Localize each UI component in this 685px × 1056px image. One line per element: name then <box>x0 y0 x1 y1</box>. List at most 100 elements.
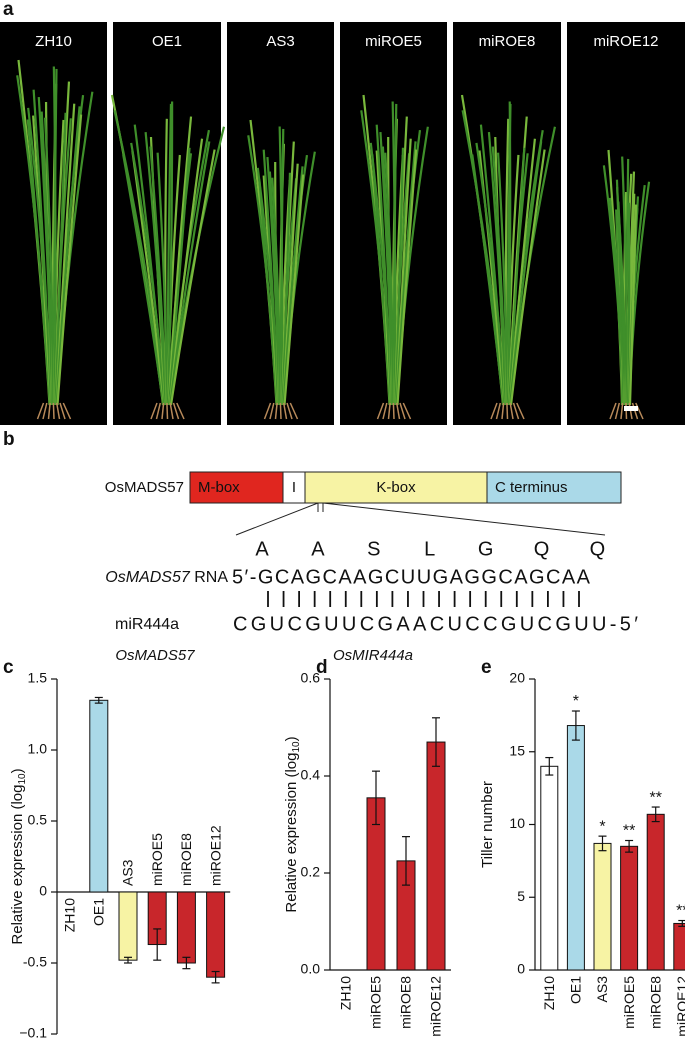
y-tick-label: 0.4 <box>301 767 321 783</box>
panel-label: c <box>3 657 14 678</box>
root <box>392 402 395 420</box>
bar <box>540 765 559 971</box>
photo: miROE8 <box>453 22 561 425</box>
y-tick-label: −0.1 <box>19 1025 47 1041</box>
y-axis-label: Relative expression (log10) <box>283 736 302 912</box>
leaf <box>169 149 216 406</box>
panel-label: e <box>481 657 492 678</box>
y-axis-label-part: 10 <box>17 773 28 785</box>
leaf <box>52 66 57 406</box>
photo-label: miROE12 <box>593 33 658 50</box>
amino-acid: A <box>255 538 269 560</box>
root <box>382 402 388 420</box>
root <box>169 402 174 420</box>
leaf <box>130 142 167 406</box>
amino-acid: A <box>311 538 325 560</box>
root <box>47 402 51 420</box>
y-axis-label-part: Relative expression (log <box>9 785 26 945</box>
photo-label: ZH10 <box>35 33 72 50</box>
root <box>282 402 288 420</box>
leaf <box>396 149 418 406</box>
root <box>55 402 61 420</box>
root <box>286 402 293 420</box>
significance: ** <box>649 789 661 806</box>
y-tick-label: 0.5 <box>28 812 48 828</box>
protein-name: OsMADS57 <box>105 479 184 496</box>
x-tick-label: OE1 <box>568 976 584 1004</box>
x-tick-label: ZH10 <box>338 976 354 1010</box>
root <box>42 402 48 420</box>
x-tick-label: miROE8 <box>398 976 414 1029</box>
domain <box>486 471 622 504</box>
y-tick-label: 0.0 <box>301 961 321 977</box>
mir-label: miR444a <box>115 616 179 633</box>
y-tick-label: 20 <box>509 670 525 686</box>
leaf <box>628 204 638 406</box>
scale-bar <box>624 406 638 411</box>
root <box>501 402 505 420</box>
root <box>635 402 644 420</box>
x-tick-label: miROE8 <box>647 976 663 1029</box>
root <box>395 402 401 420</box>
domain-label: C terminus <box>495 479 568 496</box>
photo-label: miROE5 <box>365 33 422 50</box>
amino-acid: Q <box>590 538 606 560</box>
root <box>376 402 385 420</box>
domain-label: K-box <box>376 479 416 496</box>
bar <box>646 813 665 971</box>
x-tick-label: AS3 <box>120 859 136 886</box>
root <box>512 402 520 420</box>
root <box>609 402 617 420</box>
panel-label: a <box>3 0 14 20</box>
y-tick-label: 10 <box>509 815 525 831</box>
root <box>516 402 525 420</box>
bar <box>593 842 612 971</box>
root <box>274 402 278 420</box>
panel-label: d <box>316 657 328 678</box>
root <box>279 402 282 420</box>
chart-title: OsMIR444a <box>333 647 413 664</box>
rna-label-gene: OsMADS57 <box>105 569 191 586</box>
root <box>36 402 45 420</box>
root <box>62 402 72 420</box>
y-tick-label: 1.0 <box>28 741 48 757</box>
root <box>161 402 165 420</box>
y-tick-label: 15 <box>509 742 525 758</box>
root <box>150 402 158 420</box>
y-tick-label: 5 <box>517 888 525 904</box>
photo-label: miROE8 <box>479 33 536 50</box>
leaf <box>166 101 174 406</box>
root <box>269 402 275 420</box>
significance: ** <box>623 823 635 840</box>
rna-label: OsMADS57 RNA <box>105 569 228 586</box>
root <box>263 402 272 420</box>
amino-acid: S <box>367 538 380 560</box>
photo: miROE5 <box>340 22 447 425</box>
y-axis-label: Relative expression (log10) <box>9 768 28 944</box>
bar <box>673 922 685 971</box>
y-axis-label-part: 10 <box>291 741 302 753</box>
bar <box>206 891 226 978</box>
zoom-line <box>235 502 319 536</box>
y-tick-label: 0 <box>517 961 525 977</box>
x-tick-label: ZH10 <box>61 898 77 932</box>
root <box>289 402 299 420</box>
amino-acid: Q <box>534 538 550 560</box>
leaf <box>166 103 173 406</box>
x-tick-label: miROE5 <box>368 976 384 1029</box>
root <box>620 402 624 420</box>
mir-sequence: CGUCGUUCGAACUCCGUCGUU-5′ <box>233 613 638 635</box>
rna-label-suffix: RNA <box>190 569 229 586</box>
photo: ZH10 <box>0 22 107 425</box>
chart-title: OsMADS57 <box>115 647 195 664</box>
root <box>399 402 406 420</box>
photo: AS3 <box>227 22 334 425</box>
zoom-line <box>322 502 606 536</box>
root <box>387 402 391 420</box>
photo: OE1 <box>110 22 226 425</box>
y-axis-label-part: ) <box>283 736 300 741</box>
photo-label: AS3 <box>266 33 294 50</box>
x-tick-label: miROE5 <box>149 833 165 886</box>
x-tick-label: miROE5 <box>621 976 637 1029</box>
